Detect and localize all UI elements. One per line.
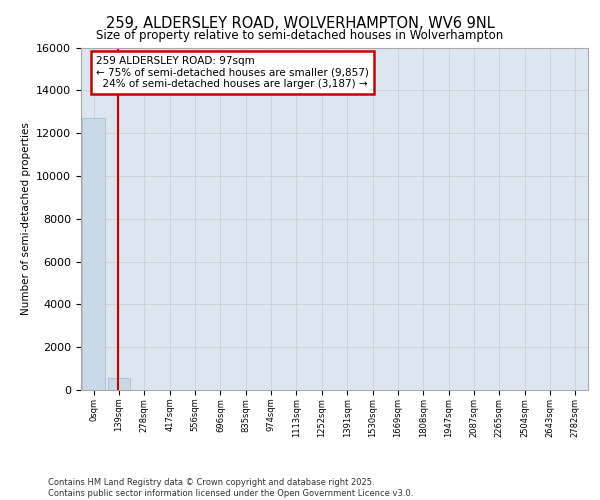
Text: Size of property relative to semi-detached houses in Wolverhampton: Size of property relative to semi-detach… <box>97 29 503 42</box>
Text: Contains HM Land Registry data © Crown copyright and database right 2025.
Contai: Contains HM Land Registry data © Crown c… <box>48 478 413 498</box>
Y-axis label: Number of semi-detached properties: Number of semi-detached properties <box>20 122 31 315</box>
Text: 259, ALDERSLEY ROAD, WOLVERHAMPTON, WV6 9NL: 259, ALDERSLEY ROAD, WOLVERHAMPTON, WV6 … <box>106 16 494 31</box>
Bar <box>107 378 130 390</box>
Text: 259 ALDERSLEY ROAD: 97sqm
← 75% of semi-detached houses are smaller (9,857)
  24: 259 ALDERSLEY ROAD: 97sqm ← 75% of semi-… <box>96 56 369 90</box>
Bar <box>82 118 105 390</box>
